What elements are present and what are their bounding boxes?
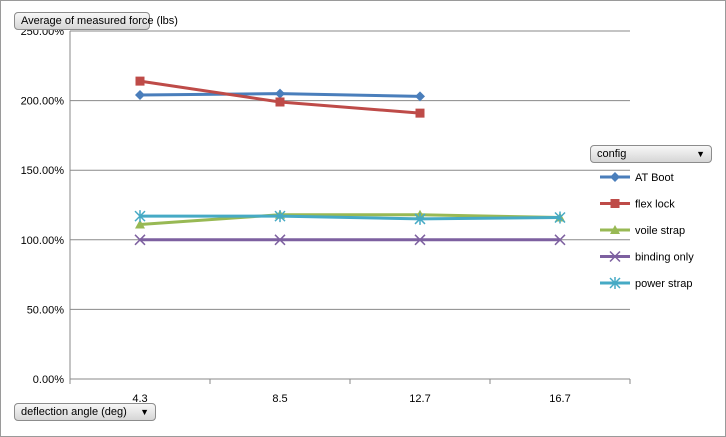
data-point-at-boot — [275, 88, 285, 99]
legend-label-binding-only: binding only — [635, 252, 694, 264]
x-field-button[interactable]: deflection angle (deg) ▼ — [14, 403, 156, 421]
legend-marker-binding-only — [609, 250, 621, 263]
y-tick-label: 50.00% — [27, 304, 65, 316]
data-point-power-strap — [134, 210, 146, 223]
x-tick-label: 4.3 — [132, 393, 147, 405]
x-field-label: deflection angle (deg) — [21, 406, 127, 418]
data-point-binding-only — [414, 234, 426, 246]
y-tick-label: 0.00% — [33, 374, 64, 386]
data-point-flex-lock — [415, 108, 425, 118]
x-tick-label: 12.7 — [409, 393, 430, 405]
y-field-label: Average of measured force (lbs) — [21, 15, 178, 27]
series-line-voile-strap — [139, 213, 561, 226]
y-tick-label: 150.00% — [21, 165, 65, 177]
series-line-power-strap — [140, 214, 561, 221]
legend-label-voile-strap: voile strap — [635, 225, 685, 237]
data-point-flex-lock — [135, 76, 145, 86]
legend-marker-at-boot — [610, 172, 620, 182]
dropdown-arrow-icon: ▼ — [140, 407, 149, 417]
data-point-at-boot — [415, 91, 425, 102]
legend-marker-flex-lock — [610, 199, 620, 208]
y-tick-label: 100.00% — [21, 235, 65, 247]
legend-label-power-strap: power strap — [635, 278, 692, 290]
legend-title: config — [597, 148, 627, 160]
y-tick-label: 200.00% — [21, 96, 65, 108]
data-point-power-strap — [554, 211, 566, 224]
data-point-voile-strap — [135, 219, 145, 229]
data-point-flex-lock — [275, 97, 285, 107]
legend-label-at-boot: AT Boot — [635, 172, 674, 184]
legend-marker-power-strap — [609, 277, 621, 289]
data-point-binding-only — [274, 234, 286, 246]
x-tick-label: 16.7 — [549, 393, 570, 405]
legend-field-button[interactable]: config ▼ — [590, 145, 712, 163]
data-point-power-strap — [414, 212, 426, 225]
data-point-power-strap — [274, 210, 286, 223]
legend-marker-voile-strap — [610, 225, 620, 234]
legend-label-flex-lock: flex lock — [635, 199, 675, 211]
dropdown-arrow-icon: ▼ — [696, 149, 705, 159]
y-field-button[interactable]: Average of measured force (lbs) — [14, 12, 178, 30]
x-tick-label: 8.5 — [272, 393, 287, 405]
data-point-at-boot — [135, 90, 145, 101]
data-point-binding-only — [134, 234, 146, 246]
data-point-binding-only — [554, 234, 566, 246]
